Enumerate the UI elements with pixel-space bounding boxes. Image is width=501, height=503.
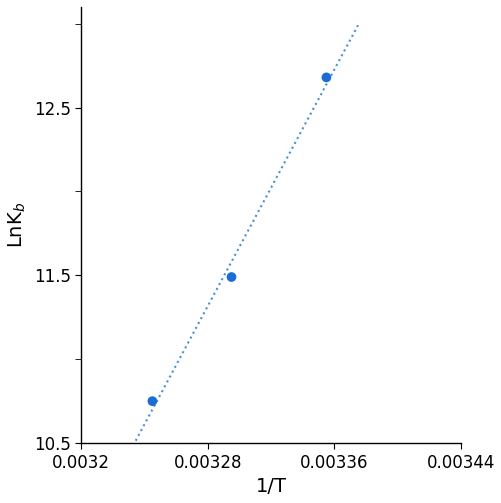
Point (148, 397, 156, 405)
Y-axis label: LnK$_b$: LnK$_b$ (7, 202, 28, 248)
Point (227, 273, 235, 281)
X-axis label: 1/T: 1/T (255, 477, 286, 496)
Point (322, 73, 330, 81)
